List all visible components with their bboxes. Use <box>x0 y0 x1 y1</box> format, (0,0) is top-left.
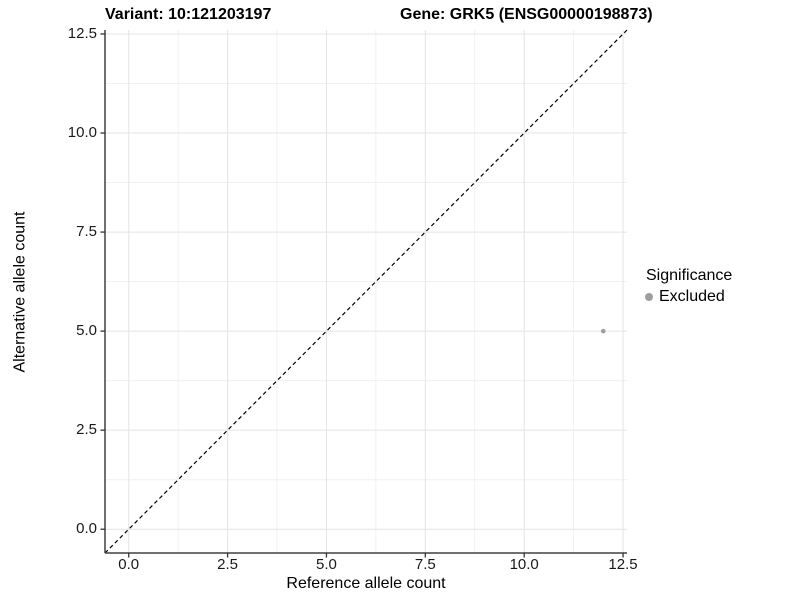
x-axis-title: Reference allele count <box>286 575 446 592</box>
data-point-excluded <box>600 328 606 334</box>
x-tick-label: 7.5 <box>414 556 436 573</box>
x-tick-label: 10.0 <box>509 556 539 573</box>
y-tick-label: 12.5 <box>67 24 97 42</box>
x-tick-label: 5.0 <box>316 556 337 573</box>
y-tick-label: 2.5 <box>76 421 97 439</box>
legend-title: Significance <box>646 267 733 284</box>
y-tick-label: 10.0 <box>67 124 97 141</box>
y-axis-title: Alternative allele count <box>11 211 29 373</box>
identity-line <box>104 29 628 554</box>
y-tick-label: 0.0 <box>76 520 97 538</box>
x-tick-label: 0.0 <box>118 556 140 573</box>
x-tick-label: 12.5 <box>608 556 638 573</box>
legend: Significance Excluded <box>640 266 798 306</box>
y-tick-label: 5.0 <box>76 322 97 340</box>
gene-title: Gene: GRK5 (ENSG00000198873) <box>400 6 653 23</box>
y-tick-label: 7.5 <box>76 223 97 241</box>
legend-dot-icon <box>645 293 653 301</box>
variant-title: Variant: 10:121203197 <box>105 6 272 23</box>
legend-item-excluded: Excluded <box>640 288 798 306</box>
x-tick-label: 2.5 <box>217 556 238 573</box>
legend-item-label: Excluded <box>659 288 725 305</box>
